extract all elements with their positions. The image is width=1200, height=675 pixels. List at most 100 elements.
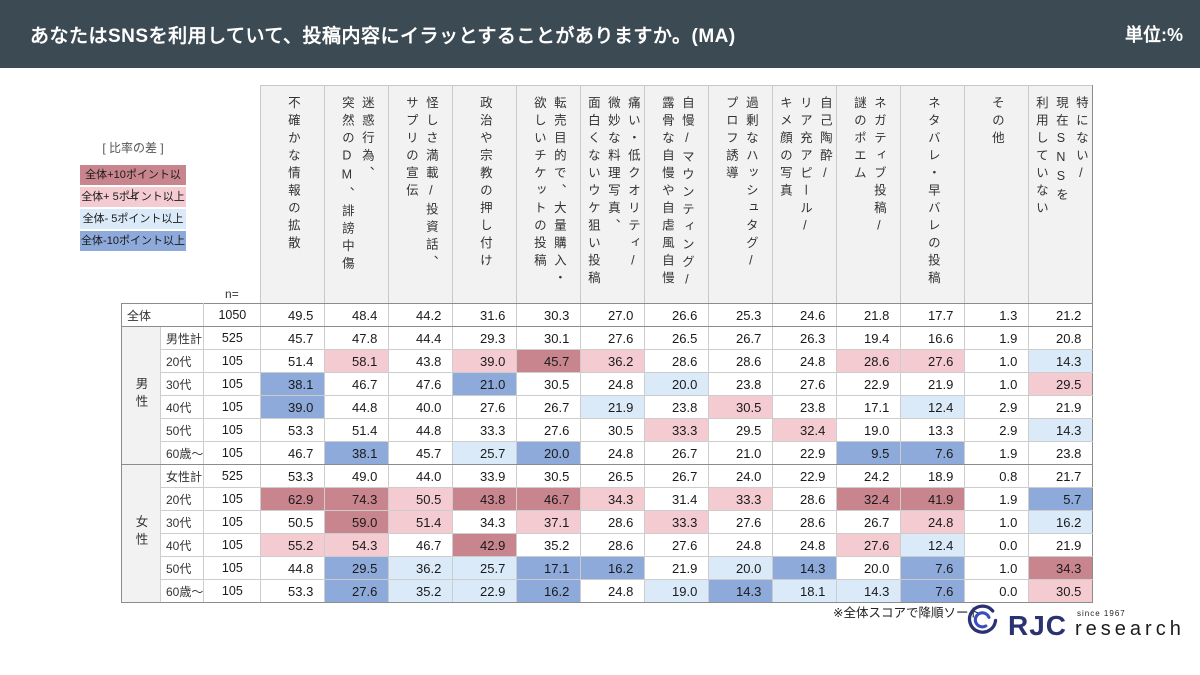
value-cell: 28.6 bbox=[836, 349, 902, 373]
value-cell: 33.9 bbox=[452, 464, 518, 488]
group-label: 男性 bbox=[121, 326, 161, 465]
value-cell: 36.2 bbox=[388, 556, 454, 580]
n-cell: 525 bbox=[203, 326, 262, 350]
column-header: 特にない/ 現在SNSを 利用していない bbox=[1028, 85, 1094, 304]
value-cell: 42.9 bbox=[452, 533, 518, 557]
value-cell: 26.7 bbox=[644, 441, 710, 465]
value-cell: 23.8 bbox=[1028, 441, 1094, 465]
n-cell: 525 bbox=[203, 464, 262, 488]
value-cell: 24.6 bbox=[772, 303, 838, 327]
value-cell: 46.7 bbox=[324, 372, 390, 396]
value-cell: 58.1 bbox=[324, 349, 390, 373]
value-cell: 25.3 bbox=[708, 303, 774, 327]
value-cell: 20.0 bbox=[708, 556, 774, 580]
value-cell: 53.3 bbox=[260, 418, 326, 442]
value-cell: 1.9 bbox=[964, 326, 1030, 350]
value-cell: 30.5 bbox=[516, 464, 582, 488]
value-cell: 2.9 bbox=[964, 395, 1030, 419]
value-cell: 21.7 bbox=[1028, 464, 1094, 488]
value-cell: 24.8 bbox=[580, 579, 646, 603]
value-cell: 1.3 bbox=[964, 303, 1030, 327]
value-cell: 55.2 bbox=[260, 533, 326, 557]
value-cell: 49.5 bbox=[260, 303, 326, 327]
value-cell: 30.5 bbox=[1028, 579, 1094, 603]
column-header: 自慢/マウンティング/ 露骨な自慢や自虐風自慢 bbox=[644, 85, 710, 304]
value-cell: 54.3 bbox=[324, 533, 390, 557]
value-cell: 48.4 bbox=[324, 303, 390, 327]
value-cell: 33.3 bbox=[708, 487, 774, 511]
value-cell: 31.6 bbox=[452, 303, 518, 327]
n-cell: 105 bbox=[203, 372, 262, 396]
value-cell: 1.0 bbox=[964, 556, 1030, 580]
value-cell: 16.2 bbox=[580, 556, 646, 580]
row-label: 50代 bbox=[159, 556, 205, 580]
value-cell: 19.0 bbox=[644, 579, 710, 603]
row-label: 60歳〜 bbox=[159, 579, 205, 603]
row-label: 30代 bbox=[159, 510, 205, 534]
value-cell: 46.7 bbox=[516, 487, 582, 511]
value-cell: 20.0 bbox=[836, 556, 902, 580]
value-cell: 1.0 bbox=[964, 372, 1030, 396]
row-label: 30代 bbox=[159, 372, 205, 396]
column-header: 痛い・低クオリティ/ 微妙な料理写真、 面白くないウケ狙い投稿 bbox=[580, 85, 646, 304]
value-cell: 35.2 bbox=[516, 533, 582, 557]
value-cell: 27.6 bbox=[708, 510, 774, 534]
value-cell: 47.6 bbox=[388, 372, 454, 396]
value-cell: 19.0 bbox=[836, 418, 902, 442]
value-cell: 44.8 bbox=[260, 556, 326, 580]
value-cell: 17.1 bbox=[836, 395, 902, 419]
value-cell: 24.8 bbox=[772, 533, 838, 557]
legend-item: 全体- 5ポイント以上 bbox=[80, 209, 186, 229]
unit-label: 単位:% bbox=[1125, 25, 1183, 45]
value-cell: 28.6 bbox=[644, 349, 710, 373]
value-cell: 47.8 bbox=[324, 326, 390, 350]
value-cell: 24.0 bbox=[708, 464, 774, 488]
row-label: 50代 bbox=[159, 418, 205, 442]
table-row: 30代 105 38.1 46.7 47.6 21.0 30.5 24.8 20.0 23.8 27… bbox=[122, 372, 1094, 396]
value-cell: 24.8 bbox=[772, 349, 838, 373]
value-cell: 26.7 bbox=[516, 395, 582, 419]
value-cell: 14.3 bbox=[836, 579, 902, 603]
value-cell: 21.0 bbox=[708, 441, 774, 465]
n-cell: 105 bbox=[203, 556, 262, 580]
legend-item: 全体+ 5ポイント以上 bbox=[80, 187, 186, 207]
value-cell: 44.8 bbox=[388, 418, 454, 442]
value-cell: 38.1 bbox=[260, 372, 326, 396]
value-cell: 28.6 bbox=[580, 510, 646, 534]
value-cell: 40.0 bbox=[388, 395, 454, 419]
value-cell: 45.7 bbox=[516, 349, 582, 373]
value-cell: 17.7 bbox=[900, 303, 966, 327]
value-cell: 62.9 bbox=[260, 487, 326, 511]
value-cell: 1.0 bbox=[964, 349, 1030, 373]
logo-since-text: since 1967 bbox=[1077, 609, 1126, 618]
table-row: 全体 1050 49.5 48.4 44.2 31.6 30.3 27.0 26.6 25.3 24… bbox=[120, 303, 1094, 327]
value-cell: 25.7 bbox=[452, 441, 518, 465]
value-cell: 24.2 bbox=[836, 464, 902, 488]
n-cell: 105 bbox=[203, 487, 262, 511]
company-logo: RJC since 1967 research bbox=[964, 601, 1185, 642]
value-cell: 35.2 bbox=[388, 579, 454, 603]
value-cell: 41.9 bbox=[900, 487, 966, 511]
value-cell: 27.0 bbox=[580, 303, 646, 327]
value-cell: 12.4 bbox=[900, 533, 966, 557]
rjc-circle-icon bbox=[967, 604, 998, 634]
value-cell: 32.4 bbox=[772, 418, 838, 442]
column-header: 怪しさ満載/投資話、 サプリの宣伝 bbox=[388, 85, 454, 304]
n-equals-label: n= bbox=[225, 287, 239, 301]
table-row: 20代 105 51.4 58.1 43.8 39.0 45.7 36.2 28.6 28.6 24… bbox=[122, 349, 1094, 373]
value-cell: 51.4 bbox=[260, 349, 326, 373]
value-cell: 1.9 bbox=[964, 441, 1030, 465]
value-cell: 50.5 bbox=[388, 487, 454, 511]
value-cell: 27.6 bbox=[644, 533, 710, 557]
logo-brand-text: RJC bbox=[1008, 610, 1068, 642]
value-cell: 18.9 bbox=[900, 464, 966, 488]
value-cell: 28.6 bbox=[708, 349, 774, 373]
value-cell: 22.9 bbox=[452, 579, 518, 603]
value-cell: 24.8 bbox=[708, 533, 774, 557]
value-cell: 16.6 bbox=[900, 326, 966, 350]
row-label: 40代 bbox=[159, 533, 205, 557]
value-cell: 46.7 bbox=[388, 533, 454, 557]
value-cell: 18.1 bbox=[772, 579, 838, 603]
value-cell: 14.3 bbox=[1028, 418, 1094, 442]
